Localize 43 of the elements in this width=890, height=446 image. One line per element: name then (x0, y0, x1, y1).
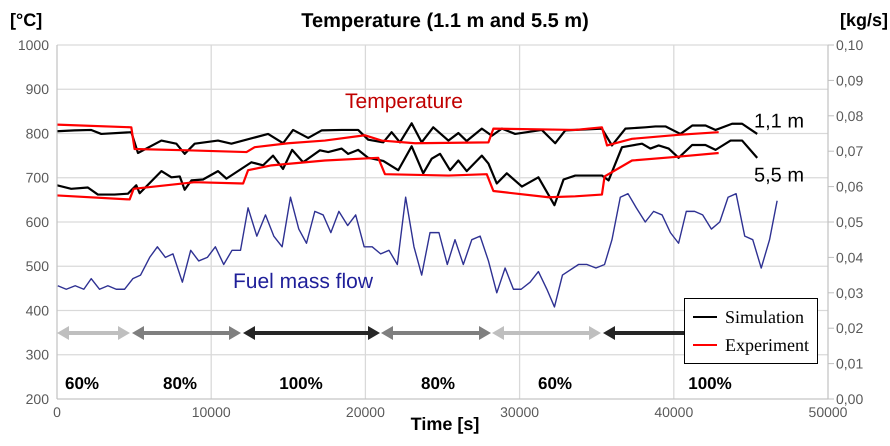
annotation: Fuel mass flow (232, 270, 374, 294)
x-axis-title: Time [s] (410, 414, 480, 434)
annotation: 1,1 m (754, 110, 804, 134)
y2-tick-label: 0,08 (836, 108, 864, 124)
y-tick-label: 1000 (18, 36, 50, 53)
annotation: 100% (279, 374, 323, 394)
y2-tick-label: 0,04 (836, 249, 864, 266)
x-tick-label: 30000 (500, 404, 540, 420)
y2-tick-label: 0,00 (836, 390, 864, 407)
line-series (57, 192, 778, 308)
annotation: Temperature (345, 90, 463, 114)
y2-tick-label: 0,05 (836, 214, 864, 230)
y-tick-label: 600 (26, 214, 50, 230)
annotation: 60% (64, 374, 100, 394)
annotation: 80% (162, 374, 198, 394)
y2-tick-label: 0,07 (836, 143, 864, 160)
y-tick-label: 500 (26, 258, 50, 274)
annotation: 80% (420, 374, 456, 394)
y2-tick-label: 0,02 (836, 320, 864, 336)
y-tick-label: 800 (26, 125, 50, 142)
legend-label: Simulation (725, 306, 804, 328)
x-tick-label: 20000 (346, 404, 386, 420)
y2-tick-label: 0,01 (836, 356, 864, 372)
y2-axis-title: [kg/s] (840, 10, 888, 31)
x-tick-label: 40000 (654, 404, 694, 420)
x-tick-label: 0 (53, 404, 62, 420)
y2-tick-label: 0,06 (836, 178, 864, 195)
y-tick-label: 900 (26, 81, 50, 98)
y2-tick-label: 0,10 (836, 36, 864, 53)
y-axis-title: [°C] (10, 10, 42, 31)
line-series (57, 152, 720, 201)
y-tick-label: 700 (26, 170, 50, 186)
annotation: 60% (538, 374, 572, 394)
y-tick-label: 300 (26, 346, 50, 363)
x-tick-label: 10000 (192, 404, 231, 420)
annotation: 5,5 m (754, 164, 804, 188)
y2-tick-label: 0,09 (836, 72, 864, 88)
y-tick-label: 400 (26, 302, 50, 318)
annotation: 100% (688, 374, 732, 394)
y2-tick-label: 0,03 (836, 284, 864, 301)
legend-label: Experiment (725, 334, 809, 356)
chart-title: Temperature (1.1 m and 5.5 m) (301, 10, 589, 32)
y-tick-label: 200 (26, 390, 50, 407)
